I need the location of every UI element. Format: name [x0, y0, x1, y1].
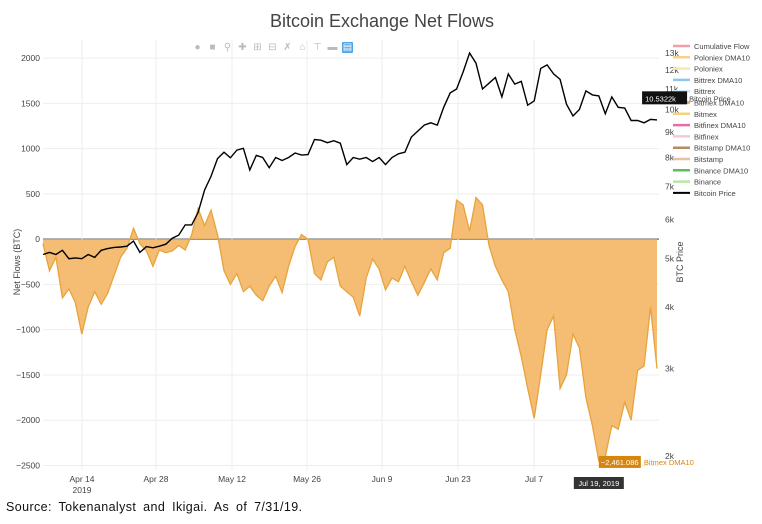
y2-axis-ticks: 13k 12k 11k 10k 9k 8k 7k 6k 5k 4k 3k 2k — [665, 48, 679, 461]
camera-icon[interactable]: ● — [194, 42, 201, 53]
y2-tick-label: 6k — [665, 214, 675, 224]
x-tick-label: Apr 14 — [69, 474, 94, 484]
x-tick-label: Jul 7 — [525, 474, 543, 484]
hover-series-name: Bitcoin Price — [689, 94, 731, 103]
reset-icon[interactable]: ⌂ — [299, 42, 306, 53]
flow-area-fill — [43, 197, 657, 461]
hover-value: −2,461.086 — [601, 458, 639, 467]
hover-labels: 10.5322k Bitcoin Price −2,461.086 Bitmex DM… — [573, 91, 731, 489]
y-tick-label: −500 — [21, 279, 40, 289]
flow-hover-label: −2,461.086 Bitmex DMA10 — [598, 455, 694, 468]
y2-tick-label: 11k — [665, 84, 679, 94]
y-tick-label: −2000 — [16, 415, 40, 425]
legend-item[interactable]: Binance DMA10 — [673, 166, 748, 175]
x-tick-label: May 12 — [218, 474, 246, 484]
hover-box — [642, 91, 688, 105]
save-icon[interactable]: ■ — [209, 42, 216, 53]
price-path — [42, 51, 658, 260]
zoom-out-icon[interactable]: ⊟ — [268, 42, 277, 53]
y-tick-label: 1500 — [21, 98, 40, 108]
flow-area — [42, 196, 658, 463]
y-tick-label: −1500 — [16, 370, 40, 380]
autoscale-icon[interactable]: ✗ — [283, 42, 292, 53]
hover-box — [598, 455, 641, 468]
legend-item[interactable]: Bittrex DMA10 — [673, 76, 742, 85]
y2-tick-label: 5k — [665, 254, 675, 264]
y2-tick-label: 4k — [665, 302, 675, 312]
legend-label: Bitfinex — [694, 132, 719, 141]
x-tick-label: Jun 23 — [445, 474, 471, 484]
y2-tick-label: 8k — [665, 153, 675, 163]
date-hover-label: Jul 19, 2019 — [573, 477, 624, 489]
x-tick-sublabel: 2019 — [73, 485, 92, 495]
legend-label: Bitmex DMA10 — [694, 99, 744, 108]
y2-tick-label: 12k — [665, 65, 679, 75]
hover-box — [573, 477, 624, 489]
legend-item[interactable]: Bittrex — [673, 87, 716, 96]
price-hover-label: 10.5322k Bitcoin Price — [642, 91, 731, 105]
legend-label: Bitfinex DMA10 — [694, 121, 746, 130]
flow-line — [42, 196, 658, 463]
legend-label: Binance DMA10 — [694, 166, 748, 175]
legend-label: Cumulative Flow — [694, 42, 750, 51]
zoom-in-icon[interactable]: ⊞ — [253, 42, 262, 53]
legend-item[interactable]: Binance — [673, 178, 721, 187]
y-axis-label: Net Flows (BTC) — [12, 229, 22, 296]
y-tick-label: 1000 — [21, 144, 40, 154]
y2-tick-label: 9k — [665, 127, 675, 137]
hover-date: Jul 19, 2019 — [578, 479, 619, 488]
compare-icon[interactable]: ▬ — [327, 42, 338, 53]
legend-item[interactable]: Bitfinex DMA10 — [673, 121, 746, 130]
source-note: Source: Tokenanalyst and Ikigai. As of 7… — [6, 500, 303, 514]
legend-label: Binance — [694, 178, 721, 187]
legend-label: Bitstamp — [694, 155, 723, 164]
legend-item[interactable]: Poloniex — [673, 65, 723, 74]
legend-item[interactable]: Bitfinex — [673, 132, 719, 141]
legend-label: Poloniex DMA10 — [694, 53, 750, 62]
hover-icon[interactable]: ▤ — [342, 42, 353, 53]
legend-item[interactable]: Bitstamp DMA10 — [673, 144, 750, 153]
legend-item[interactable]: Cumulative Flow — [673, 42, 750, 51]
spike-icon[interactable]: ⊤ — [313, 42, 322, 53]
y-axis-ticks: 2000 1500 1000 500 0 −500 −1000 −1500 −2000 −2500 — [16, 53, 40, 470]
y2-tick-label: 3k — [665, 364, 675, 374]
zoom-icon[interactable]: ⚲ — [223, 42, 232, 53]
legend[interactable]: Cumulative Flow Poloniex DMA10 Poloniex Bit… — [673, 42, 750, 198]
x-tick-label: Apr 28 — [143, 474, 168, 484]
y2-tick-label: 2k — [665, 451, 675, 461]
chart-title: Bitcoin Exchange Net Flows — [270, 11, 494, 31]
y2-tick-label: 13k — [665, 48, 679, 58]
y2-tick-label: 10k — [665, 104, 679, 114]
legend-item[interactable]: Bitcoin Price — [673, 189, 736, 198]
x-tick-label: May 26 — [293, 474, 321, 484]
y-tick-label: 2000 — [21, 53, 40, 63]
legend-label: Bittrex — [694, 87, 716, 96]
hover-series-name: Bitmex DMA10 — [644, 458, 694, 467]
legend-label: Bitmex — [694, 110, 717, 119]
hover-value: 10.5322k — [645, 94, 676, 103]
y2-axis-label: BTC Price — [675, 241, 685, 282]
legend-item[interactable]: Bitstamp — [673, 155, 723, 164]
y2-tick-label: 7k — [665, 181, 675, 191]
legend-item[interactable]: Poloniex DMA10 — [673, 53, 750, 62]
modebar[interactable]: ● ■ ⚲ ✚ ⊞ ⊟ ✗ ⌂ ⊤ ▬ ▤ — [192, 42, 353, 53]
legend-label: Poloniex — [694, 65, 723, 74]
pan-icon[interactable]: ✚ — [238, 42, 247, 53]
price-line — [42, 51, 658, 260]
legend-label: Bitstamp DMA10 — [694, 144, 750, 153]
x-tick-label: Jun 9 — [372, 474, 393, 484]
legend-item[interactable]: Bitmex — [673, 110, 717, 119]
legend-label: Bitcoin Price — [694, 189, 736, 198]
y-tick-label: −2500 — [16, 460, 40, 470]
legend-label: Bittrex DMA10 — [694, 76, 742, 85]
y-tick-label: 0 — [35, 234, 40, 244]
y-tick-label: −1000 — [16, 325, 40, 335]
y-tick-label: 500 — [26, 189, 40, 199]
